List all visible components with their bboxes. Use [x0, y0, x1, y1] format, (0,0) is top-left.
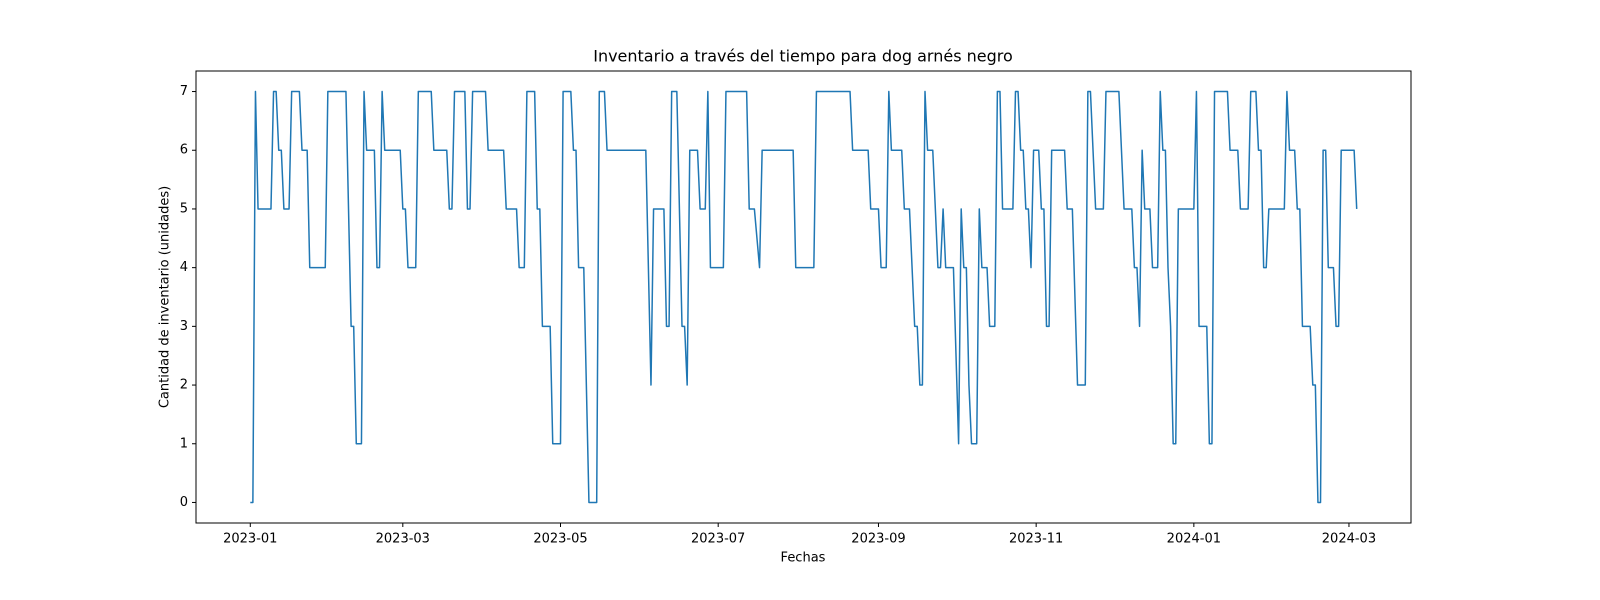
y-axis-label: Cantidad de inventario (unidades)	[158, 186, 173, 408]
plot-frame	[195, 70, 1412, 524]
x-tick-label: 2023-01	[223, 532, 277, 547]
x-tick-label: 2024-03	[1322, 532, 1376, 547]
y-tick-label: 1	[180, 436, 188, 451]
y-tick-label: 0	[180, 495, 188, 510]
x-tick-label: 2024-01	[1167, 532, 1221, 547]
x-axis-label: Fechas	[781, 551, 826, 566]
y-tick-label: 4	[180, 260, 188, 275]
x-tick-label: 2023-05	[533, 532, 587, 547]
y-tick-label: 7	[180, 84, 188, 99]
x-tick-label: 2023-07	[691, 532, 745, 547]
y-tick-label: 5	[180, 201, 188, 216]
x-tick-label: 2023-03	[376, 532, 430, 547]
y-tick-label: 2	[180, 378, 188, 393]
x-tick-label: 2023-09	[851, 532, 905, 547]
data-line	[250, 90, 1358, 504]
x-tick-label: 2023-11	[1009, 532, 1063, 547]
y-tick-label: 3	[180, 319, 188, 334]
y-tick-label: 6	[180, 143, 188, 158]
chart-title: Inventario a través del tiempo para dog …	[593, 47, 1013, 66]
